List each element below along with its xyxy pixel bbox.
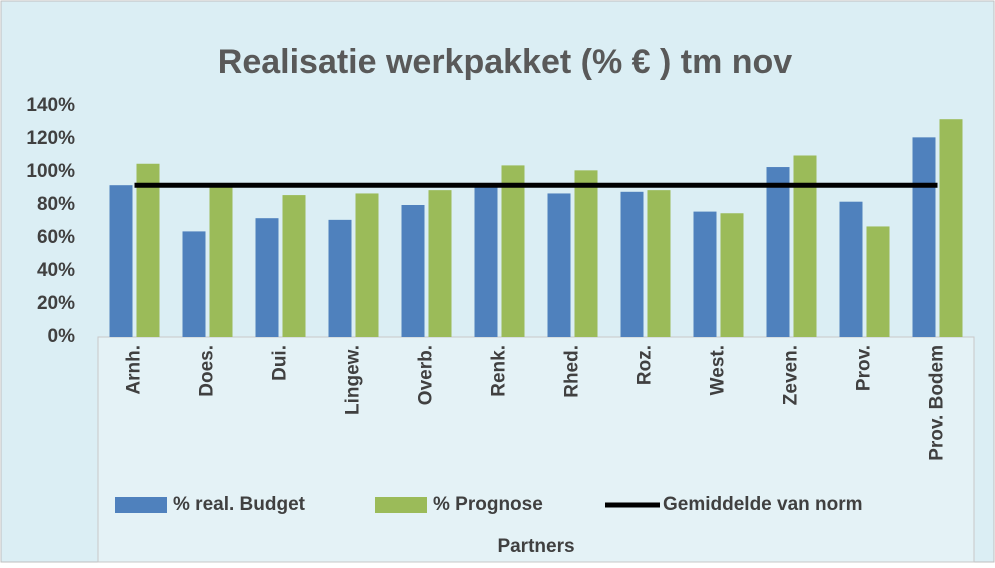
bar [182,231,206,337]
bar [547,193,571,337]
y-tick-label: 120% [26,128,75,149]
bar [939,119,963,337]
x-tick-label: Renk. [489,345,510,397]
y-tick-label: 60% [37,227,75,248]
x-tick-label: Arnh. [124,345,145,395]
x-tick-label: Prov. Bodem [927,345,948,461]
x-tick-label: Rhed. [562,345,583,398]
bar [328,219,352,337]
x-tick-label: Does. [197,345,218,397]
legend-label: Gemiddelde van norm [663,494,863,515]
category-area [97,336,975,563]
legend-swatch [115,497,167,513]
x-tick-label: Overb. [416,345,437,405]
bar [501,165,525,337]
bar [574,170,598,337]
y-tick-label: 80% [37,194,75,215]
legend-label: % Prognose [433,494,543,515]
y-tick-label: 100% [26,161,75,182]
y-tick-label: 0% [48,326,76,347]
bar [647,190,671,337]
y-tick-label: 40% [37,260,75,281]
y-tick-label: 140% [26,95,75,116]
bar [136,163,160,337]
bar [209,185,233,337]
bar [401,205,425,337]
x-tick-label: West. [708,345,729,395]
bar [766,167,790,337]
x-tick-label: Lingew. [343,345,364,415]
bar [282,195,306,337]
bar [693,211,717,337]
bar [620,191,644,337]
x-tick-label: Zeven. [781,345,802,405]
bar [109,185,133,337]
bar [793,155,817,337]
x-tick-label: Roz. [635,345,656,385]
legend-swatch [375,497,427,513]
bar [912,137,936,337]
bar [255,218,279,337]
x-axis-title: Partners [497,536,574,557]
bar [720,213,744,337]
y-tick-label: 20% [37,293,75,314]
chart-title: Realisatie werkpakket (% € ) tm nov [218,43,793,81]
bar [839,201,863,337]
bar [428,190,452,337]
x-tick-label: Dui. [270,345,291,381]
bar [355,193,379,337]
bar [866,226,890,337]
legend-label: % real. Budget [173,494,306,515]
x-tick-label: Prov. [854,345,875,391]
bar [474,185,498,337]
